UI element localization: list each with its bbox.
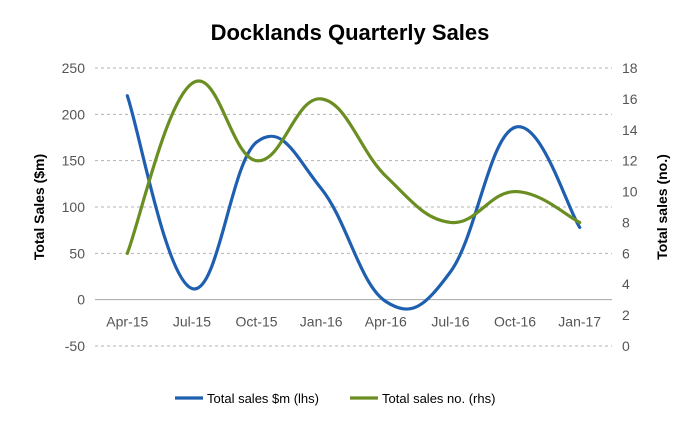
series-line-1 <box>125 94 582 311</box>
x-axis-ticks: Apr-15 Jul-15 Oct-15 Jan-16 Apr-16 Jul-16 Oct-… <box>106 314 601 330</box>
legend: Total sales $m (lhs) Total sales no. (rhs… <box>175 391 495 406</box>
right-tick-label: 18 <box>622 60 638 76</box>
left-tick-label: 50 <box>69 245 85 261</box>
right-tick-label: 2 <box>622 307 630 323</box>
x-tick-label: Jan-16 <box>300 314 343 330</box>
right-tick-label: 10 <box>622 184 638 200</box>
right-axis-ticks: 0 2 4 6 8 10 12 14 16 18 <box>622 60 638 354</box>
x-tick-label: Apr-16 <box>365 314 407 330</box>
x-tick-label: Oct-15 <box>236 314 278 330</box>
left-tick-label: 0 <box>77 292 85 308</box>
x-tick-label: Jan-17 <box>558 314 601 330</box>
right-tick-label: 4 <box>622 276 630 292</box>
left-tick-label: 150 <box>62 153 86 169</box>
left-axis-ticks: -50 0 50 100 150 200 250 <box>62 60 86 354</box>
left-tick-label: 100 <box>62 199 86 215</box>
legend-label-1: Total sales $m (lhs) <box>207 391 319 406</box>
x-tick-label: Apr-15 <box>106 314 148 330</box>
y-axis-label-left: Total Sales ($m) <box>31 154 47 260</box>
left-tick-label: 200 <box>62 106 86 122</box>
right-tick-label: 16 <box>622 91 638 107</box>
series-lines <box>125 79 582 311</box>
left-tick-label: -50 <box>65 338 85 354</box>
right-tick-label: 8 <box>622 214 630 230</box>
right-tick-label: 14 <box>622 122 638 138</box>
chart-title: Docklands Quarterly Sales <box>211 20 490 45</box>
legend-label-2: Total sales no. (rhs) <box>382 391 495 406</box>
right-tick-label: 0 <box>622 338 630 354</box>
right-tick-label: 6 <box>622 245 630 261</box>
series-line-2 <box>125 79 582 255</box>
x-tick-label: Jul-15 <box>173 314 211 330</box>
x-tick-label: Oct-16 <box>494 314 536 330</box>
x-tick-label: Jul-16 <box>431 314 469 330</box>
left-tick-label: 250 <box>62 60 86 76</box>
y-axis-label-right: Total sales (no.) <box>654 154 670 260</box>
right-tick-label: 12 <box>622 153 638 169</box>
